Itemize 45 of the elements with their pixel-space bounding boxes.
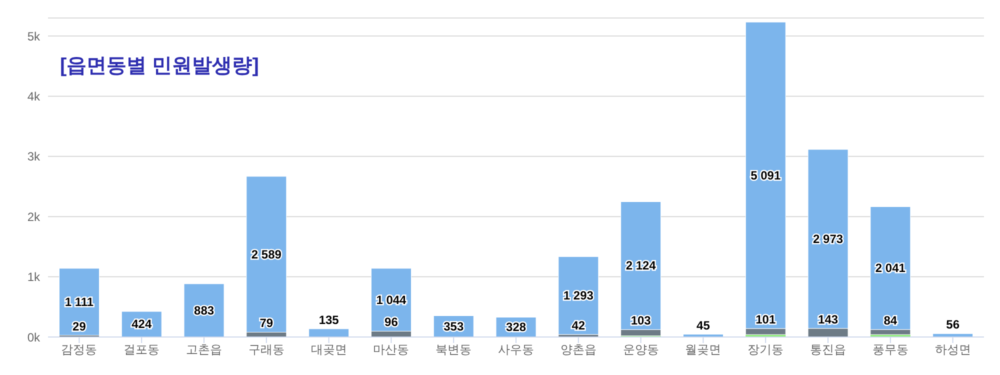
data-label: 1 111: [64, 294, 94, 309]
y-tick-label: 5k: [27, 29, 41, 44]
data-label: 101: [756, 312, 776, 327]
x-tick-label: 걸포동: [124, 342, 160, 357]
y-tick-label: 2k: [27, 210, 41, 224]
data-label: 2 589: [251, 247, 282, 262]
x-tick-label: 북변동: [436, 342, 472, 357]
data-label: 353: [444, 319, 464, 334]
data-label: 79: [260, 316, 274, 330]
x-tick-label: 마산동: [373, 342, 410, 357]
data-label: 29: [72, 319, 86, 334]
data-label: 2 041: [875, 261, 906, 276]
data-label: 5 091: [750, 168, 781, 182]
y-tick-label: 3k: [27, 150, 41, 164]
y-tick-label: 0k: [27, 330, 41, 344]
data-label: 1 044: [376, 292, 407, 307]
x-tick-label: 고촌읍: [186, 342, 222, 357]
data-label: 2 124: [626, 258, 656, 273]
data-label: 96: [384, 315, 398, 330]
data-label: 328: [506, 320, 526, 334]
x-tick-label: 월곶면: [685, 342, 722, 357]
y-tick-label: 4k: [27, 90, 41, 104]
data-label: 2 973: [813, 232, 844, 246]
data-label: 135: [318, 312, 340, 327]
data-label: 883: [194, 303, 214, 318]
data-label: 424: [132, 317, 152, 332]
x-tick-label: 풍무동: [872, 342, 908, 357]
data-label: 45: [696, 318, 710, 332]
x-tick-label: 장기동: [748, 342, 784, 357]
y-tick-label: 1k: [27, 270, 41, 284]
x-tick-label: 구래동: [248, 342, 284, 357]
data-label: 42: [572, 318, 586, 332]
data-label: 103: [630, 314, 652, 328]
x-tick-label: 감정동: [61, 342, 98, 357]
data-label: 1 293: [563, 288, 594, 303]
x-tick-label: 사우동: [498, 342, 534, 357]
x-tick-label: 양촌읍: [560, 342, 596, 357]
x-tick-label: 대곶면: [310, 342, 347, 357]
x-tick-label: 운양동: [622, 342, 659, 357]
data-label: 143: [818, 312, 838, 326]
data-label: 56: [946, 318, 960, 332]
data-label: 84: [884, 314, 898, 328]
x-tick-label: 통진읍: [810, 342, 846, 357]
text: [읍면동별 민원발생량]: [60, 54, 259, 79]
x-tick-label: 하성면: [934, 342, 971, 357]
